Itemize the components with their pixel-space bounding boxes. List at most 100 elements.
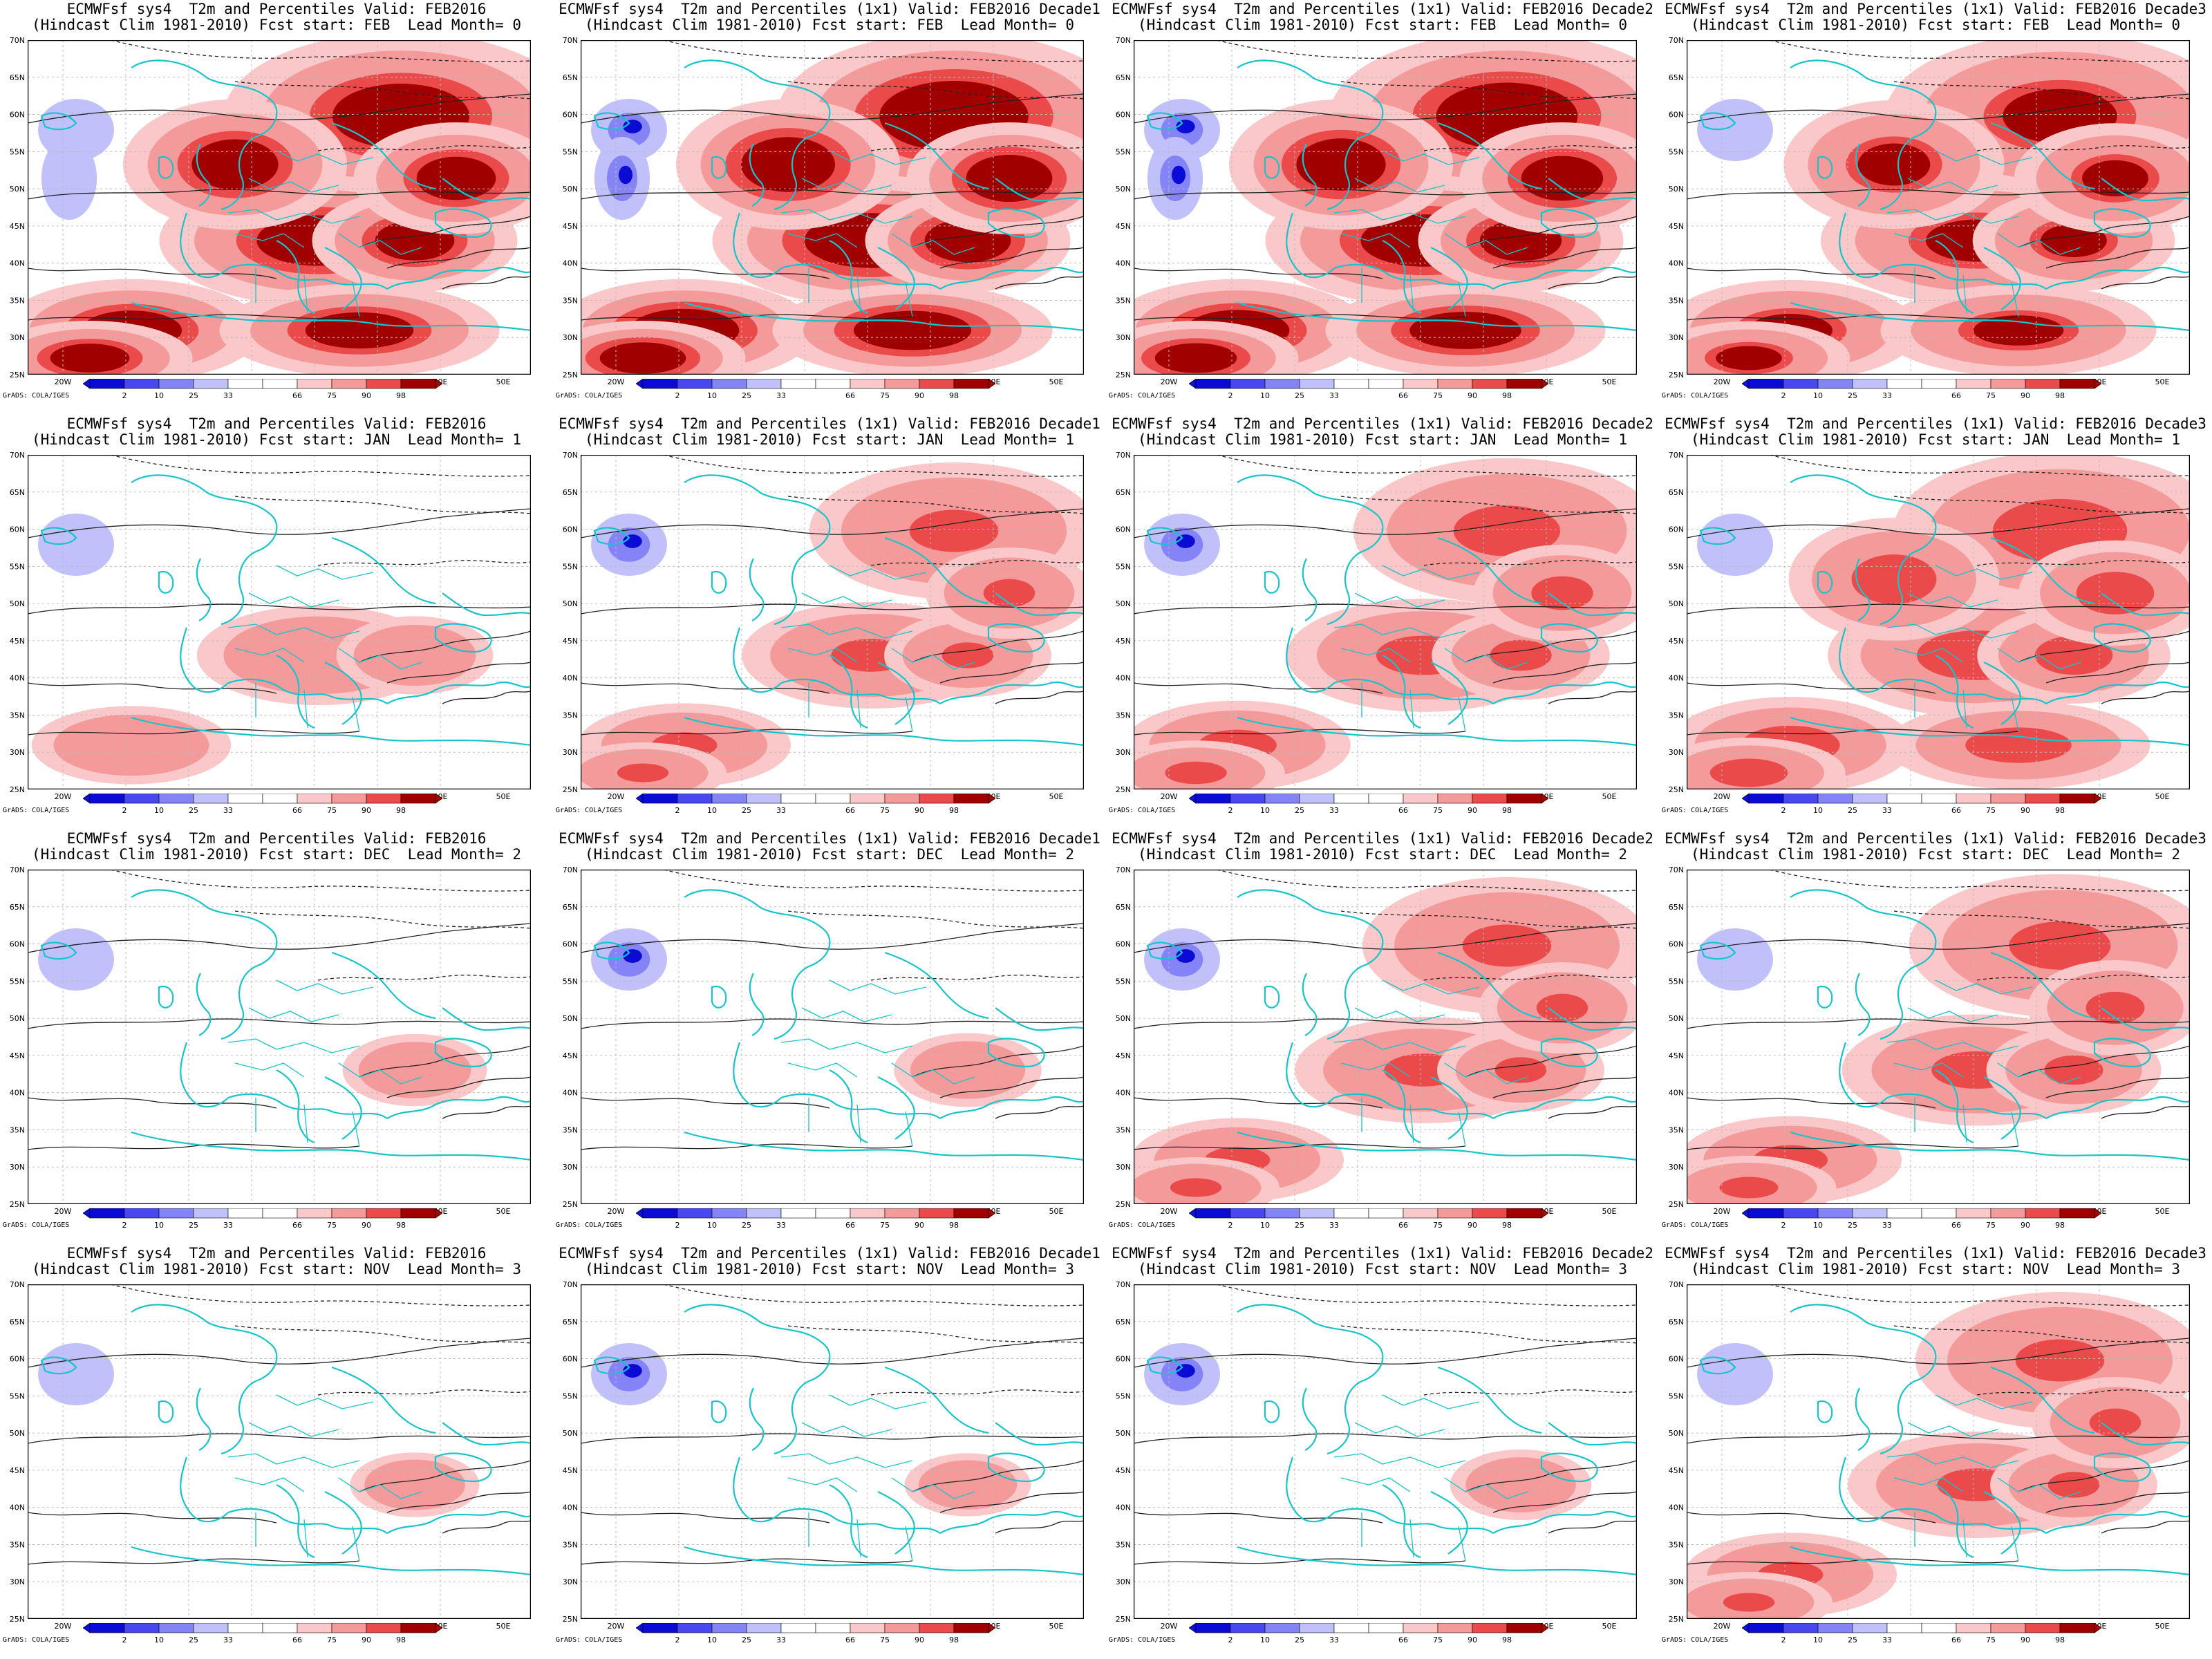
temperature-contour [581, 314, 913, 321]
coastline [1146, 112, 1183, 131]
colorbar: 2 10 25 33 66 75 90 98 [1189, 1623, 1548, 1644]
anomaly-area-90 [1851, 554, 1937, 604]
colorbar-segment [158, 794, 194, 804]
country-border [1333, 624, 1466, 639]
lat-tick-label: 30N [1669, 333, 1684, 342]
temperature-contour [581, 189, 1084, 200]
country-border [1893, 648, 1964, 663]
colorbar-tick-label: 25 [1848, 806, 1857, 815]
cold-anomaly-core [619, 165, 632, 185]
grads-credit: GrADS: COLA/IGES [3, 807, 70, 814]
temperature-contour [1134, 1433, 1637, 1444]
percentile-map [28, 455, 531, 789]
coastline [1264, 570, 1280, 594]
colorbar-arrow-right [1541, 1208, 1548, 1219]
colorbar-tick-label: 25 [189, 806, 198, 815]
country-border [1340, 648, 1411, 663]
grads-credit: GrADS: COLA/IGES [3, 1221, 70, 1229]
map-panel: ECMWFsf sys4 T2m and Percentiles (1x1) V… [553, 0, 1106, 415]
coastline [180, 627, 229, 693]
lon-tick-label: 20W [55, 1622, 72, 1631]
colorbar-tick-label: 2 [122, 391, 127, 400]
country-border [780, 1038, 913, 1053]
anomaly-area-75 [918, 1460, 1018, 1510]
temperature-contour [442, 691, 531, 704]
country-border [1893, 233, 1964, 248]
colorbar-segment [227, 1623, 263, 1633]
lat-tick-label: 60N [1116, 525, 1131, 534]
lat-tick-label: 65N [563, 73, 578, 82]
coastline [1548, 1422, 1637, 1446]
colorbar-arrow-left [636, 1208, 644, 1219]
coastline [2093, 1038, 2151, 1068]
temperature-contour [1134, 314, 1466, 321]
coastline [877, 662, 915, 725]
lat-tick-label: 60N [563, 940, 578, 949]
coastline [1333, 1093, 1494, 1119]
panel-title: ECMWFsf sys4 T2m and Percentiles (1x1) V… [1665, 830, 2206, 847]
coastline [1839, 1456, 1888, 1523]
coastline [939, 1096, 1084, 1119]
lat-tick-label: 65N [1669, 488, 1684, 497]
lat-tick-label: 65N [10, 1318, 25, 1327]
colorbar-tick-label: 98 [396, 806, 406, 815]
country-border [780, 624, 913, 639]
cold-anomaly-core [1176, 1364, 1195, 1378]
colorbar-tick-label: 66 [1951, 1221, 1961, 1230]
coastline [158, 985, 174, 1009]
lon-tick-label: 50E [496, 377, 511, 386]
coastline [180, 1456, 229, 1523]
coastline [386, 1096, 531, 1119]
anomaly-area-75 [53, 714, 209, 776]
temperature-contour [1465, 1045, 1637, 1078]
coastline [1983, 1491, 2021, 1555]
coastline [995, 178, 1084, 202]
country-border [234, 233, 305, 248]
lon-tick-label: 50E [2155, 377, 2170, 386]
colorbar-segment [1817, 794, 1853, 804]
panel-subtitle: (Hindcast Clim 1981-2010) Fcst start: FE… [1690, 17, 2180, 33]
colorbar-tick-label: 2 [122, 806, 127, 815]
panel-subtitle: (Hindcast Clim 1981-2010) Fcst start: FE… [584, 17, 1074, 33]
cold-anomaly-core [623, 534, 642, 548]
colorbar-segment [1506, 1623, 1542, 1633]
country-border [1444, 648, 1528, 670]
anomaly-area-90 [2089, 1408, 2141, 1437]
coastline [1990, 536, 2095, 605]
temperature-contour [912, 630, 1084, 663]
country-border [1914, 683, 2019, 732]
temperature-contour [581, 1433, 1084, 1444]
colorbar-segment [400, 1623, 436, 1633]
coastline [442, 1422, 531, 1446]
map-frame [1134, 40, 1637, 375]
colorbar-segment [677, 1623, 713, 1633]
coastline [711, 570, 727, 594]
coastline [1237, 301, 1637, 332]
anomaly-area-90 [617, 763, 669, 782]
temperature-contour [1687, 923, 2190, 953]
lat-tick-label: 65N [10, 73, 25, 82]
panel-title: ECMWFsf sys4 T2m and Percentiles (1x1) V… [1112, 1, 1653, 17]
lat-tick-label: 35N [1669, 296, 1684, 305]
colorbar: 2 10 25 33 66 75 90 98 [83, 1623, 442, 1644]
colorbar-segment [1506, 794, 1542, 804]
coastline [386, 266, 531, 290]
coastline [2101, 1007, 2190, 1031]
lat-tick-label: 25N [1669, 371, 1684, 379]
coastline [276, 1484, 315, 1559]
grads-credit: GrADS: COLA/IGES [556, 807, 623, 814]
lat-tick-label: 70N [1669, 865, 1684, 874]
temperature-contour [1687, 268, 1936, 279]
colorbar-segment [400, 379, 436, 389]
coastline [1437, 122, 1542, 190]
panel-subtitle: (Hindcast Clim 1981-2010) Fcst start: DE… [584, 846, 1074, 863]
colorbar-arrow-right [2094, 794, 2101, 804]
colorbar-segment [366, 1208, 402, 1219]
coastline [1548, 178, 1637, 202]
temperature-contour [1548, 276, 1637, 290]
colorbar-tick-label: 98 [2055, 1221, 2065, 1230]
lat-tick-label: 70N [563, 1280, 578, 1289]
country-border [1893, 1477, 1964, 1492]
coastline [331, 536, 436, 605]
percentile-map [28, 870, 531, 1204]
